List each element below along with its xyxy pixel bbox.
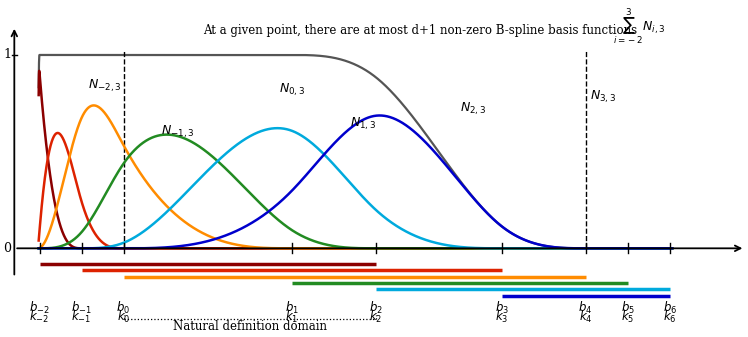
Text: 1: 1 <box>3 49 11 61</box>
Text: $N_{3,3}$: $N_{3,3}$ <box>590 89 616 105</box>
Text: $b_0$: $b_0$ <box>117 300 131 316</box>
Text: $b_3$: $b_3$ <box>494 300 509 316</box>
Text: $N_{1,3}$: $N_{1,3}$ <box>350 116 377 132</box>
Text: $N_{0,3}$: $N_{0,3}$ <box>279 81 305 97</box>
Text: $k_1$: $k_1$ <box>285 309 298 325</box>
Text: $k_0$: $k_0$ <box>117 309 130 325</box>
Text: 0: 0 <box>3 242 11 255</box>
Text: $N_{2,3}$: $N_{2,3}$ <box>459 100 486 117</box>
Text: $b_4$: $b_4$ <box>578 300 592 316</box>
Text: $b_{-1}$: $b_{-1}$ <box>71 300 92 316</box>
Text: $b_1$: $b_1$ <box>284 300 298 316</box>
Text: $b_6$: $b_6$ <box>663 300 677 316</box>
Text: At a given point, there are at most d+1 non-zero B-spline basis functions: At a given point, there are at most d+1 … <box>203 24 637 37</box>
Text: $k_4$: $k_4$ <box>579 309 592 325</box>
Text: $k_5$: $k_5$ <box>621 309 634 325</box>
Text: $k_6$: $k_6$ <box>663 309 676 325</box>
Text: $N_{-2,3}$: $N_{-2,3}$ <box>88 77 122 94</box>
Text: Natural definition domain: Natural definition domain <box>173 320 327 333</box>
Text: $k_{-1}$: $k_{-1}$ <box>72 309 91 325</box>
Text: $b_{-2}$: $b_{-2}$ <box>29 300 50 316</box>
Text: $k_2$: $k_2$ <box>369 309 382 325</box>
Text: $\sum_{i=-2}^{3} N_{i,3}$: $\sum_{i=-2}^{3} N_{i,3}$ <box>613 7 666 47</box>
Text: $k_{-2}$: $k_{-2}$ <box>29 309 49 325</box>
Text: $N_{-1,3}$: $N_{-1,3}$ <box>162 124 195 140</box>
Text: $b_5$: $b_5$ <box>621 300 634 316</box>
Text: $b_2$: $b_2$ <box>369 300 382 316</box>
Text: $k_3$: $k_3$ <box>495 309 508 325</box>
